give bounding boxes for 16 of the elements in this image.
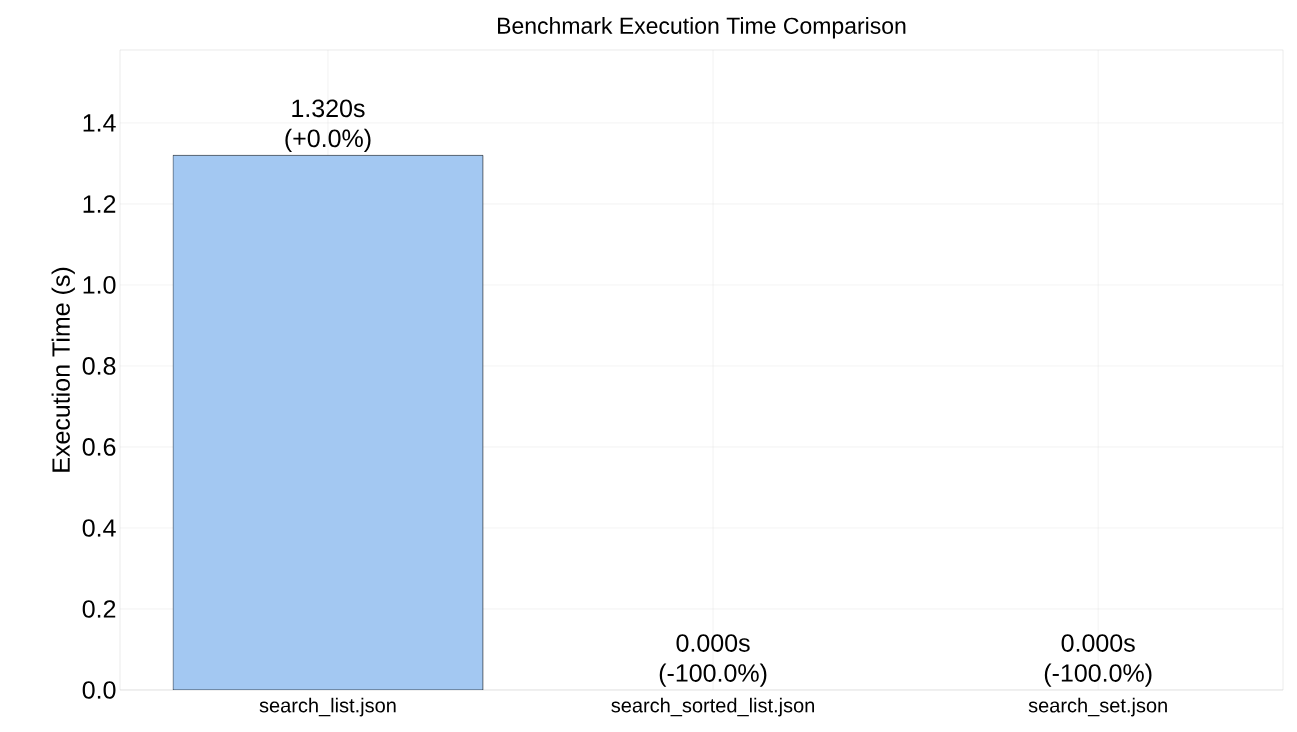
data-label: 0.000s (-100.0%) — [659, 634, 767, 687]
y-tick-label: 0.2 — [82, 600, 116, 618]
y-tick-label: 0.6 — [82, 438, 116, 456]
y-tick-label: 1.2 — [83, 195, 116, 213]
y-tick-label: 0.0 — [82, 681, 116, 699]
chart-title: Benchmark Execution Time Comparison — [498, 17, 906, 39]
x-tick-label: search_list.json — [259, 697, 396, 717]
x-tick-label: search_set.json — [1028, 697, 1167, 717]
y-tick-label: 0.8 — [82, 357, 116, 375]
y-tick-label: 1.4 — [83, 114, 116, 132]
y-axis-title: Execution Time (s) — [51, 267, 75, 472]
data-label: 0.000s (-100.0%) — [1044, 634, 1152, 687]
y-tick-label: 1.0 — [83, 276, 116, 294]
y-tick-label: 0.4 — [82, 519, 116, 537]
data-label: 1.320s (+0.0%) — [285, 99, 371, 153]
x-tick-label: search_sorted_list.json — [611, 697, 815, 717]
